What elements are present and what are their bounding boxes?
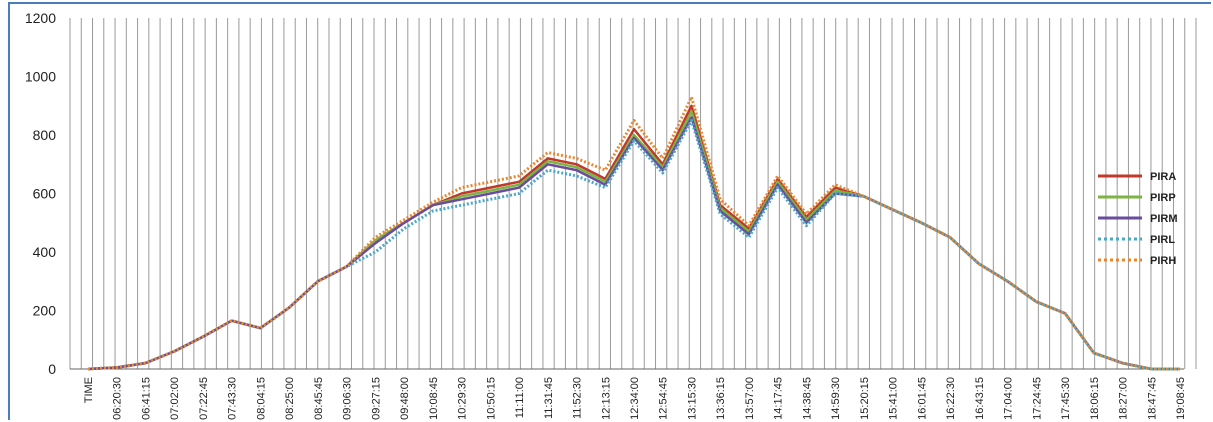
x-tick-label: 07:02:00 xyxy=(169,377,181,420)
x-tick-label: 06:20:30 xyxy=(112,377,124,420)
legend-label-pirm: PIRM xyxy=(1150,213,1178,225)
x-tick-label: 09:27:15 xyxy=(370,377,382,420)
x-tick-label: 13:15:30 xyxy=(686,377,698,420)
legend-label-pirl: PIRL xyxy=(1150,234,1175,246)
legend-label-pirp: PIRP xyxy=(1150,192,1176,204)
x-tick-label: 18:27:00 xyxy=(1118,377,1130,420)
y-tick-label: 400 xyxy=(33,244,57,260)
x-tick-label: 07:22:45 xyxy=(198,377,210,420)
x-tick-label: 09:06:30 xyxy=(342,377,354,420)
x-tick-label: 15:41:00 xyxy=(888,377,900,420)
x-tick-label: TIME xyxy=(83,377,95,403)
x-tick-label: 12:13:15 xyxy=(600,377,612,420)
chart-frame xyxy=(8,2,1211,420)
x-tick-label: 10:08:45 xyxy=(428,377,440,420)
x-tick-label: 14:17:45 xyxy=(773,377,785,420)
series-line-pirh xyxy=(87,95,1180,371)
x-tick-label: 06:41:15 xyxy=(140,377,152,420)
x-tick-label: 17:45:30 xyxy=(1060,377,1072,420)
x-tick-label: 08:45:45 xyxy=(313,377,325,420)
y-tick-label: 800 xyxy=(33,127,57,143)
x-tick-label: 19:08:45 xyxy=(1175,377,1187,420)
x-tick-label: 08:25:00 xyxy=(284,377,296,420)
x-tick-label: 09:48:00 xyxy=(399,377,411,420)
x-tick-label: 08:04:15 xyxy=(255,377,267,420)
x-tick-label: 07:43:30 xyxy=(227,377,239,420)
x-tick-label: 10:50:15 xyxy=(485,377,497,420)
y-tick-label: 200 xyxy=(33,303,57,319)
x-tick-label: 14:59:30 xyxy=(830,377,842,420)
x-tick-label: 16:01:45 xyxy=(916,377,928,420)
x-tick-label: 16:43:15 xyxy=(974,377,986,420)
x-tick-label: 12:34:00 xyxy=(629,377,641,420)
y-tick-label: 0 xyxy=(48,361,56,377)
y-axis: 0 200 400 600 800 1000 1200 xyxy=(25,10,56,377)
x-tick-label: 11:52:30 xyxy=(572,377,584,419)
x-tick-label: 17:24:45 xyxy=(1031,377,1043,420)
x-tick-label: 15:20:15 xyxy=(859,377,871,420)
legend: PIRA PIRP PIRM PIRL PIRH xyxy=(1098,171,1178,267)
series-lines xyxy=(87,95,1180,371)
x-tick-label: 18:47:45 xyxy=(1146,377,1158,420)
x-axis: TIME 06:20:30 06:41:15 07:02:00 07:22:45 07:4… xyxy=(70,368,1187,420)
x-tick-label: 11:31:45 xyxy=(543,377,555,419)
y-tick-label: 600 xyxy=(33,186,57,202)
legend-label-pirh: PIRH xyxy=(1150,255,1176,267)
y-tick-label: 1000 xyxy=(25,69,56,85)
x-tick-label: 10:29:30 xyxy=(457,377,469,420)
series-line-pirl xyxy=(87,118,1180,371)
x-tick-label: 13:36:15 xyxy=(715,377,727,420)
grid-lines xyxy=(69,18,1197,369)
x-tick-label: 13:57:00 xyxy=(744,377,756,420)
y-tick-label: 1200 xyxy=(25,10,56,26)
x-tick-label: 16:22:30 xyxy=(945,377,957,420)
x-tick-label: 18:06:15 xyxy=(1089,377,1101,420)
x-tick-label: 12:54:45 xyxy=(658,377,670,420)
x-tick-label: 17:04:00 xyxy=(1003,377,1015,420)
x-tick-label: 14:38:45 xyxy=(801,377,813,420)
x-tick-label: 11:11:00 xyxy=(514,377,526,418)
legend-label-pira: PIRA xyxy=(1150,171,1176,183)
